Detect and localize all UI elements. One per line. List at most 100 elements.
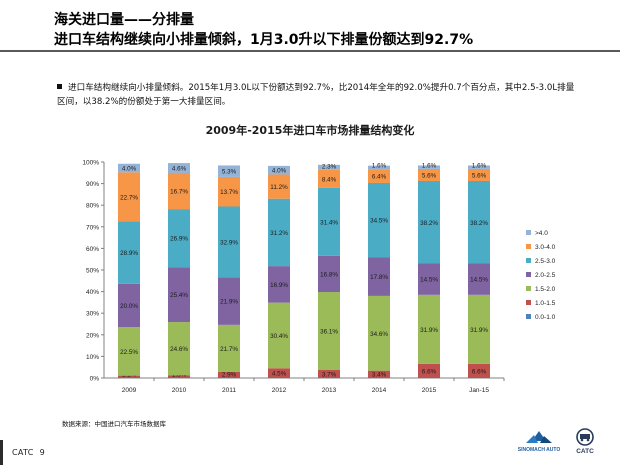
data-label: 13.7% [220, 189, 238, 196]
y-tick-label: 20% [86, 332, 99, 339]
bar-segment [318, 169, 340, 188]
bar-segment [268, 266, 290, 303]
bar-segment [418, 363, 440, 378]
y-tick-label: 90% [86, 181, 99, 188]
y-tick-label: 80% [86, 203, 99, 210]
legend-label: 1.0-1.5 [535, 300, 556, 307]
data-label: 31.9% [420, 327, 438, 334]
data-label: 11.2% [270, 184, 288, 191]
legend-label: >4.0 [535, 230, 548, 237]
source-note: 数据来源：中国进口汽车市场数据库 [62, 420, 166, 428]
bar-segment [168, 173, 190, 210]
data-label: 25.4% [170, 292, 188, 299]
bar-segment [418, 168, 440, 182]
x-tick-label: Jan-15 [469, 387, 489, 394]
bar-segment [318, 370, 340, 378]
footer-accent-bar [0, 440, 3, 465]
legend-swatch [526, 272, 531, 277]
data-label: 3.4% [372, 372, 387, 379]
bar-segment [218, 206, 240, 278]
data-label: 34.5% [370, 218, 388, 225]
page-number: 9 [39, 448, 46, 457]
data-label: 28.9% [120, 250, 138, 257]
y-tick-label: 10% [86, 354, 99, 361]
x-tick-label: 2015 [422, 387, 437, 394]
data-label: 31.4% [320, 219, 338, 226]
bar-segment [218, 371, 240, 378]
data-label: 21.7% [220, 346, 238, 353]
y-tick-label: 30% [86, 311, 99, 318]
data-label: 5.6% [422, 172, 437, 179]
bar-segment [318, 255, 340, 293]
bar-segment [118, 375, 140, 378]
bar-segment [418, 165, 440, 169]
bar-segment [468, 363, 490, 378]
bullet-square-icon [57, 84, 62, 89]
x-tick-label: 2009 [122, 387, 137, 394]
footer: CATC 9 [0, 440, 620, 465]
bar-segment [368, 169, 390, 183]
footer-brand-text: CATC [12, 448, 34, 457]
catc-logo: CATC [576, 428, 594, 455]
data-label: 16.7% [170, 189, 188, 196]
legend-label: 3.0-4.0 [535, 244, 556, 251]
bar-segment [418, 294, 440, 364]
logo2-text: CATC [576, 448, 594, 455]
legend-label: 1.5-2.0 [535, 286, 556, 293]
data-label: 1.6% [472, 162, 487, 169]
bar-segment [268, 302, 290, 369]
bar-segment [118, 283, 140, 328]
data-label: 2.9% [222, 372, 237, 379]
chart-title: 2009年-2015年进口车市场排量结构变化 [205, 124, 415, 137]
legend-swatch [526, 244, 531, 249]
bar-segment [168, 375, 190, 378]
data-label: 1.6% [422, 162, 437, 169]
data-label: 21.9% [220, 299, 238, 306]
bar-segment [118, 221, 140, 284]
data-label: 16.8% [320, 271, 338, 278]
data-label: 36.1% [320, 329, 338, 336]
data-label: 22.7% [120, 194, 138, 201]
data-label: 14.5% [470, 277, 488, 284]
bar-segment [218, 176, 240, 207]
data-label: 3.7% [322, 372, 337, 379]
bar-segment [368, 257, 390, 296]
data-label: 5.6% [472, 172, 487, 179]
data-label: 14.5% [420, 277, 438, 284]
x-tick-label: 2011 [222, 387, 236, 394]
legend-swatch [526, 314, 531, 319]
y-tick-label: 40% [86, 289, 99, 296]
legend-swatch [526, 258, 531, 263]
bar-segment [468, 181, 490, 264]
bar-segment [318, 164, 340, 170]
data-label: 1.6% [372, 163, 387, 170]
data-label: 4.0% [122, 166, 137, 173]
y-tick-label: 60% [86, 246, 99, 253]
x-tick-label: 2010 [172, 387, 187, 394]
bar-segment [318, 187, 340, 256]
bar-segment [168, 163, 190, 174]
data-label: 20.0% [120, 303, 138, 310]
bar-segment [368, 165, 390, 170]
legend-swatch [526, 300, 531, 305]
data-label: 16.9% [270, 282, 288, 289]
bar-segment [468, 263, 490, 295]
data-label: 38.2% [420, 220, 438, 227]
data-label: 4.5% [272, 371, 287, 378]
x-tick-label: 2013 [322, 387, 337, 394]
page-title: 海关进口量——分排量 [54, 12, 194, 28]
data-label: 6.6% [422, 368, 437, 375]
bar-segment [218, 277, 240, 325]
data-label: 22.5% [120, 349, 138, 356]
bar-segment [318, 292, 340, 371]
bar-segment [118, 163, 140, 173]
bar-segment [268, 198, 290, 267]
y-tick-label: 100% [82, 160, 99, 167]
bullet-paragraph: 进口车结构继续向小排量倾斜。2015年1月3.0L以下份额达到92.7%，比20… [57, 81, 577, 109]
data-label: 31.9% [470, 327, 488, 334]
bar-segment [168, 267, 190, 323]
legend-swatch [526, 286, 531, 291]
data-label: 38.2% [470, 220, 488, 227]
stacked-bar-chart: 0%10%20%30%40%50%60%70%80%90%100%20091.1… [82, 160, 556, 395]
data-label: 6.6% [472, 368, 487, 375]
